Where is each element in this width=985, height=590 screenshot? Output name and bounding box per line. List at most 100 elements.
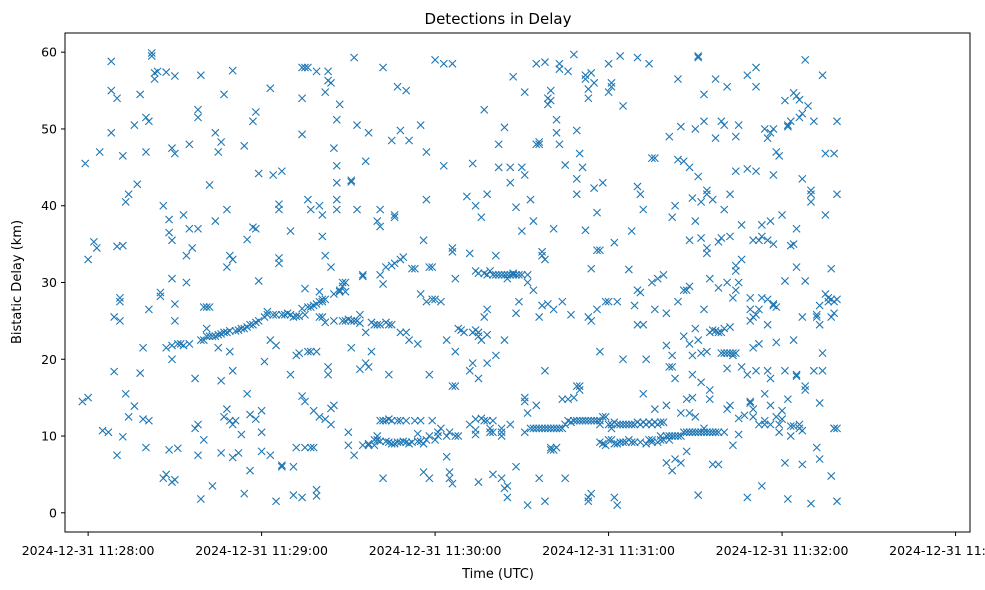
data-point bbox=[549, 305, 558, 314]
data-point bbox=[448, 247, 457, 256]
data-point bbox=[315, 412, 324, 421]
data-point bbox=[752, 366, 761, 375]
data-point bbox=[422, 297, 431, 306]
data-point bbox=[442, 452, 451, 461]
data-point bbox=[792, 91, 801, 100]
data-point bbox=[780, 458, 789, 467]
data-point bbox=[717, 328, 726, 337]
data-point bbox=[228, 66, 237, 75]
data-point bbox=[483, 416, 492, 425]
data-point bbox=[806, 499, 815, 508]
data-point bbox=[491, 270, 500, 279]
data-point bbox=[170, 72, 179, 80]
data-point bbox=[107, 128, 116, 137]
data-point bbox=[564, 395, 573, 404]
data-point bbox=[220, 412, 229, 421]
data-point bbox=[616, 420, 625, 429]
data-point bbox=[199, 435, 208, 444]
data-point bbox=[723, 278, 732, 287]
data-point bbox=[778, 415, 787, 424]
data-point bbox=[136, 90, 145, 99]
data-point bbox=[685, 428, 694, 437]
data-point bbox=[272, 497, 281, 506]
data-point bbox=[694, 428, 703, 437]
data-point bbox=[555, 65, 564, 74]
data-point bbox=[593, 305, 602, 314]
data-point bbox=[766, 420, 775, 429]
data-point bbox=[775, 151, 784, 160]
data-point bbox=[251, 415, 260, 424]
data-point bbox=[772, 338, 781, 347]
data-point bbox=[572, 126, 581, 135]
data-point bbox=[373, 217, 382, 226]
data-point bbox=[329, 316, 338, 325]
data-point bbox=[700, 90, 708, 99]
data-point bbox=[714, 237, 723, 246]
data-point bbox=[312, 347, 321, 356]
data-point bbox=[830, 149, 839, 158]
data-point bbox=[170, 300, 179, 308]
data-point bbox=[552, 424, 561, 433]
data-point bbox=[147, 52, 156, 61]
data-point bbox=[688, 393, 697, 402]
data-point bbox=[595, 420, 604, 429]
data-point bbox=[564, 67, 573, 76]
data-point bbox=[274, 200, 283, 209]
data-point bbox=[194, 224, 202, 233]
y-axis-ticks: 0 10 20 30 40 50 60 bbox=[41, 45, 65, 520]
data-point bbox=[167, 274, 176, 283]
data-point bbox=[619, 420, 628, 429]
data-point bbox=[662, 458, 671, 467]
data-point bbox=[717, 349, 726, 358]
data-point bbox=[269, 310, 278, 319]
data-point bbox=[590, 78, 599, 87]
data-point bbox=[833, 497, 841, 506]
data-point bbox=[604, 420, 613, 429]
data-point bbox=[720, 205, 729, 214]
data-point bbox=[413, 437, 422, 446]
data-point bbox=[833, 190, 841, 199]
data-point bbox=[818, 349, 827, 358]
data-points bbox=[78, 48, 841, 510]
data-point bbox=[679, 332, 688, 341]
data-point bbox=[523, 501, 532, 510]
data-point bbox=[300, 397, 309, 406]
data-point bbox=[289, 462, 298, 471]
data-point bbox=[546, 96, 555, 105]
data-point bbox=[806, 190, 815, 199]
data-point bbox=[379, 63, 388, 72]
data-point bbox=[497, 424, 506, 433]
data-point bbox=[572, 416, 581, 425]
data-point bbox=[682, 428, 691, 437]
data-point bbox=[217, 376, 226, 385]
data-point bbox=[329, 144, 338, 153]
x-tick-label: 2024-12-31 11:28:00 bbox=[22, 543, 155, 558]
data-point bbox=[465, 249, 474, 258]
data-point bbox=[387, 320, 396, 329]
data-point bbox=[468, 359, 477, 368]
data-point bbox=[685, 409, 694, 417]
data-point bbox=[167, 144, 176, 153]
data-point bbox=[812, 313, 821, 322]
data-point bbox=[416, 290, 425, 299]
data-point bbox=[679, 428, 688, 437]
data-point bbox=[324, 362, 333, 371]
data-point bbox=[798, 174, 807, 183]
data-point bbox=[191, 374, 200, 383]
data-point bbox=[540, 497, 549, 506]
data-point bbox=[676, 432, 685, 441]
data-point bbox=[610, 439, 619, 448]
data-point bbox=[248, 117, 257, 126]
data-point bbox=[650, 305, 659, 314]
data-point bbox=[833, 295, 841, 304]
data-point bbox=[425, 474, 434, 483]
data-point bbox=[225, 251, 234, 260]
data-point bbox=[766, 374, 775, 383]
data-point bbox=[720, 121, 729, 130]
data-point bbox=[436, 424, 445, 433]
data-point bbox=[668, 362, 677, 371]
data-point bbox=[217, 138, 226, 147]
data-point bbox=[182, 251, 191, 260]
data-point bbox=[679, 286, 688, 295]
data-point bbox=[497, 270, 506, 279]
